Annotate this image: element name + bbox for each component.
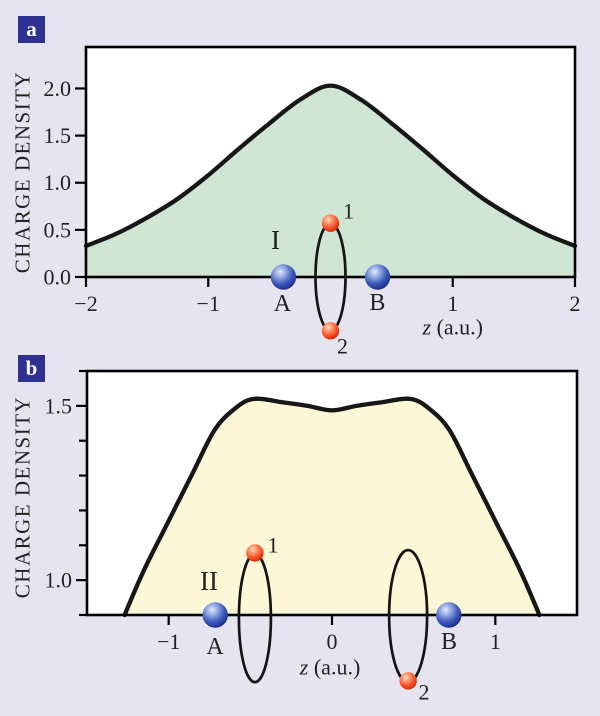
panel-b-y-tick-label: 1.5 — [45, 393, 73, 418]
panel-b-x-tick-label: 0 — [327, 629, 338, 654]
panel-a-y-tick-label: 0.0 — [44, 265, 72, 290]
panel-a-nucleus-A-label: A — [274, 291, 292, 317]
panel-b-x-axis-title: z (a.u.) — [299, 654, 360, 679]
panel-a-plot: −2 −1 1 2 0.0 0.5 1.0 1.5 2.0 z (a.u.) A B 1 2 I — [44, 45, 581, 358]
panel-b-electron-2-sphere — [399, 672, 417, 690]
panel-b-density-fill — [124, 398, 540, 615]
panel-b-electron-2-label: 2 — [418, 680, 429, 705]
panel-b-nucleus-B-label: B — [441, 629, 457, 655]
panel-a-y-tick-label: 0.5 — [44, 217, 72, 242]
panel-a-electron-2-label: 2 — [337, 333, 348, 358]
panel-a-orbit-label: I — [271, 225, 280, 255]
panel-b-nucleus-B-sphere — [436, 602, 462, 628]
panel-b-badge: b — [18, 355, 45, 382]
panel-a-y-tick-label: 1.5 — [44, 123, 72, 148]
panel-a-density-curve — [83, 83, 578, 249]
panel-a-nucleus-A-sphere — [270, 264, 297, 290]
panel-a-badge: a — [18, 16, 45, 43]
panel-b-x-tick-label: 1 — [490, 629, 501, 654]
panel-b-nucleus-A-label: A — [206, 634, 224, 660]
panel-b-plot: −1 0 1 1.0 1.5 z (a.u.) A B 1 2 II — [45, 369, 579, 705]
panel-a-x-tick-label: −2 — [74, 291, 97, 316]
panel-a-density-fill — [86, 85, 575, 277]
panel-a-nucleus-B-label: B — [369, 290, 385, 316]
panel-b-density-curve — [122, 396, 542, 618]
panel-a-electron-1-label: 1 — [343, 199, 354, 224]
panel-b-x-tick-label: −1 — [157, 629, 180, 654]
panel-a-y-tick-label: 1.0 — [44, 170, 72, 195]
panel-b-electron-1-label: 1 — [268, 532, 279, 557]
panel-a-electron-2-sphere — [321, 322, 340, 340]
panel-a-nucleus-B-sphere — [364, 264, 391, 290]
panel-b-orbit-label: II — [200, 566, 218, 596]
panel-a-x-axis-title: z (a.u.) — [422, 314, 483, 339]
panel-a-electron-1-sphere — [321, 214, 340, 232]
panel-a-x-tick-label: 1 — [447, 291, 458, 316]
panel-a-y-tick-label: 2.0 — [44, 76, 72, 101]
panel-a-y-axis-title: CHARGE DENSITY — [10, 70, 35, 274]
panel-a-frame — [84, 45, 577, 279]
panel-b-y-tick-label: 1.0 — [45, 568, 73, 593]
panel-a-x-tick-label: 2 — [570, 291, 581, 316]
panel-b-electron-1-sphere — [246, 544, 264, 562]
panel-b-nucleus-A-sphere — [202, 602, 228, 628]
panel-a-x-tick-label: −1 — [197, 291, 220, 316]
panel-b-y-axis-title: CHARGE DENSITY — [10, 395, 35, 599]
